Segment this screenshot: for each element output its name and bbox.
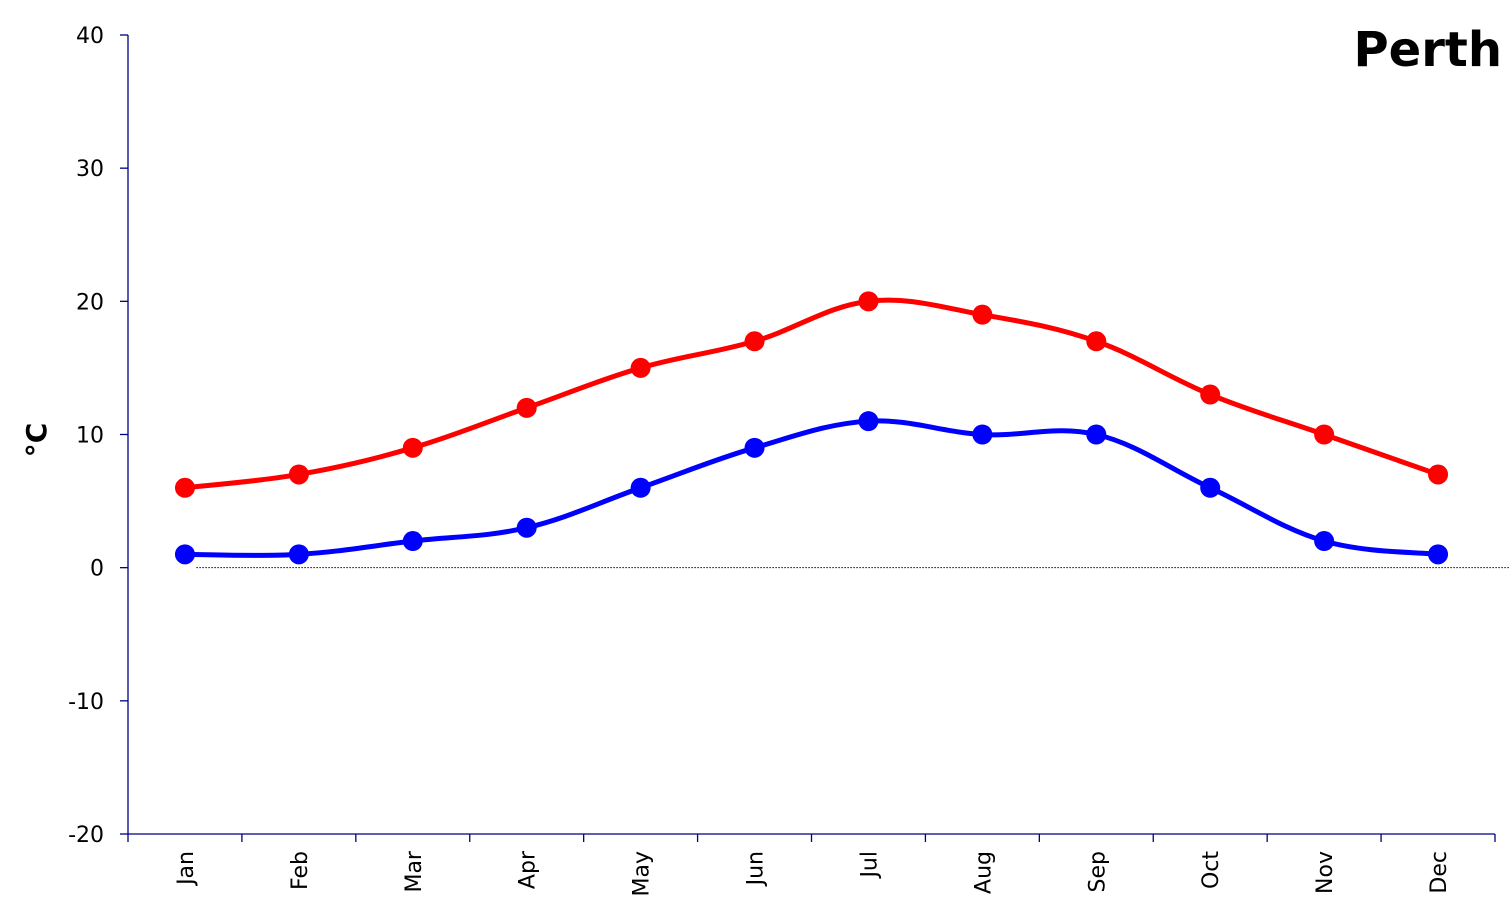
data-point [744,437,765,458]
data-point [1200,477,1221,498]
series-2 [174,411,1449,565]
data-point [402,531,423,552]
y-tick-label: 40 [76,24,104,49]
y-tick-label: 10 [76,424,104,449]
x-tick-label: Aug [971,851,996,894]
data-point [858,291,879,312]
data-point [288,544,309,565]
x-tick-label: Mar [402,850,427,892]
data-point [1086,331,1107,352]
y-tick-label: 20 [76,290,104,315]
x-tick-label: Jul [857,851,882,880]
x-tick-label: Nov [1313,851,1338,894]
y-tick-label: -20 [68,823,104,848]
data-point [1200,384,1221,405]
x-tick-label: Jan [174,851,199,887]
data-point [1428,464,1449,485]
data-point [1086,424,1107,445]
x-tick-label: Dec [1427,851,1452,894]
data-point [972,424,993,445]
x-tick-label: May [630,851,655,896]
data-point [174,477,195,498]
y-tick-label: -10 [68,690,104,715]
data-point [288,464,309,485]
x-tick-label: Oct [1199,851,1224,889]
x-tick-label: Sep [1085,851,1110,892]
data-point [516,397,537,418]
series-line [182,297,1441,491]
data-point [630,357,651,378]
data-point [1314,424,1335,445]
data-point [858,411,879,432]
data-point [1428,544,1449,565]
data-point [516,517,537,538]
series-line [182,418,1441,558]
x-tick-label: Jun [744,851,769,887]
y-tick-label: 30 [76,157,104,182]
data-point [630,477,651,498]
x-tick-label: Feb [288,851,313,890]
data-point [972,304,993,325]
y-tick-label: 0 [90,557,104,582]
data-point [1314,531,1335,552]
data-point [744,331,765,352]
axes: 40 30 20 10 0 -10 -20 Jan Feb Mar Apr May Jun Jul Aug S… [68,24,1510,896]
data-point [402,437,423,458]
chart-title: Perth [1353,22,1502,78]
y-axis-label: °C [20,423,53,458]
series-layer [174,291,1449,565]
series-1 [174,291,1449,498]
x-tick-label: Apr [516,850,541,889]
data-point [174,544,195,565]
